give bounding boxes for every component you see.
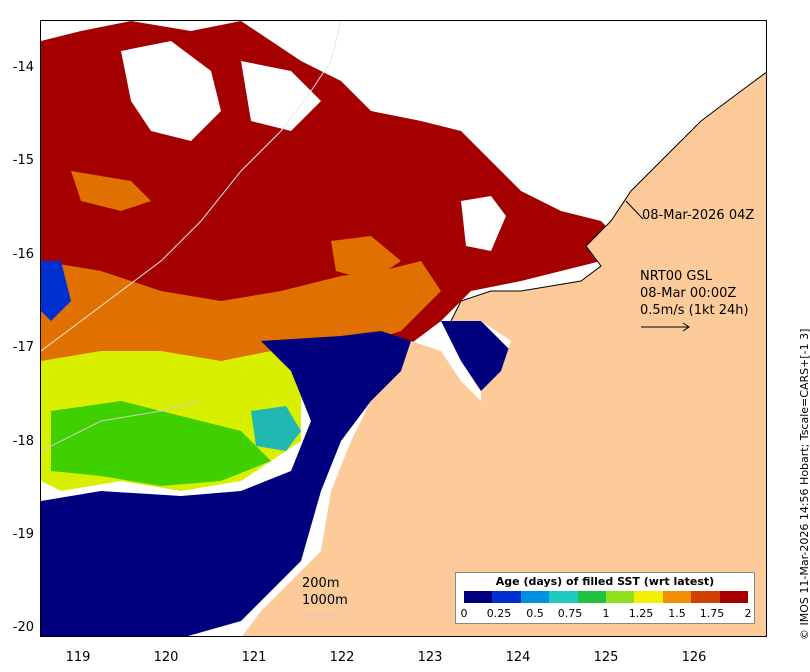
scale-arrow	[641, 322, 690, 332]
legend-color-swatch	[662, 591, 692, 603]
legend-title: Age (days) of filled SST (wrt latest)	[495, 575, 715, 588]
cloud-gap	[121, 41, 221, 141]
x-tick-label: 120	[153, 650, 179, 665]
x-tick-label: 121	[241, 650, 267, 665]
legend-tick: 1.5	[668, 607, 686, 620]
legend-color-swatch	[606, 591, 635, 603]
land-area	[242, 72, 766, 636]
y-tick-label: -14	[12, 60, 34, 75]
legend-tick: 0.25	[486, 607, 512, 620]
y-tick-label: -16	[12, 247, 34, 262]
legend-colorbar	[464, 591, 749, 603]
sst-region-age-0_75	[251, 406, 301, 451]
credit-text: © IMOS 11-Mar-2026 14:56 Hobart; Tscale=…	[798, 328, 810, 640]
sst-map	[41, 21, 766, 636]
coastline	[450, 71, 766, 322]
cloud-gap	[461, 196, 506, 251]
y-tick-label: -15	[12, 153, 34, 168]
y-tick-label: -19	[12, 527, 34, 542]
isobath-label-200m: 200m	[302, 576, 340, 591]
sst-region-age-1_75	[71, 171, 151, 211]
legend-color-swatch	[577, 591, 607, 603]
y-tick-label: -17	[12, 340, 34, 355]
map-panel[interactable]	[40, 20, 767, 637]
y-tick-label: -18	[12, 434, 34, 449]
time-label-pointer	[625, 200, 644, 220]
legend-tick: 1.75	[699, 607, 725, 620]
isobath-1000m	[41, 400, 202, 452]
current-product-label: NRT00 GSL	[640, 269, 712, 284]
legend-tick: 0.5	[526, 607, 544, 620]
sst-region-age-0	[41, 331, 411, 636]
legend-color-swatch	[634, 591, 663, 603]
current-scale-label: 0.5m/s (1kt 24h)	[640, 303, 749, 318]
color-legend: Age (days) of filled SST (wrt latest) 0 …	[455, 572, 755, 624]
time-label: 08-Mar-2026 04Z	[642, 208, 755, 223]
legend-tick: 0	[460, 607, 468, 620]
legend-tick: 1	[602, 607, 610, 620]
x-tick-label: 124	[505, 650, 531, 665]
legend-color-swatch	[691, 591, 720, 603]
legend-color-swatch	[549, 591, 578, 603]
legend-color-swatch	[464, 591, 493, 603]
legend-tick: 1.25	[628, 607, 654, 620]
isobath-200m	[41, 21, 342, 352]
legend-color-swatch	[719, 591, 749, 603]
sst-region-age-0	[41, 261, 71, 321]
legend-tick: 0.75	[557, 607, 583, 620]
sst-region-age-1	[51, 401, 271, 486]
legend-tick: 2	[744, 607, 752, 620]
cloud-gap	[241, 61, 321, 131]
legend-color-swatch	[492, 591, 521, 603]
x-tick-label: 122	[329, 650, 355, 665]
legend-color-swatch	[520, 591, 550, 603]
sst-region-age-0	[441, 321, 511, 391]
x-tick-label: 126	[681, 650, 707, 665]
sst-region-age-1_75	[331, 236, 401, 281]
isobath-label-1000m: 1000m	[302, 593, 348, 608]
x-tick-label: 119	[65, 650, 91, 665]
y-tick-label: -20	[12, 620, 34, 635]
x-tick-label: 125	[593, 650, 619, 665]
x-tick-label: 123	[417, 650, 443, 665]
current-time-label: 08-Mar 00:00Z	[640, 286, 737, 301]
